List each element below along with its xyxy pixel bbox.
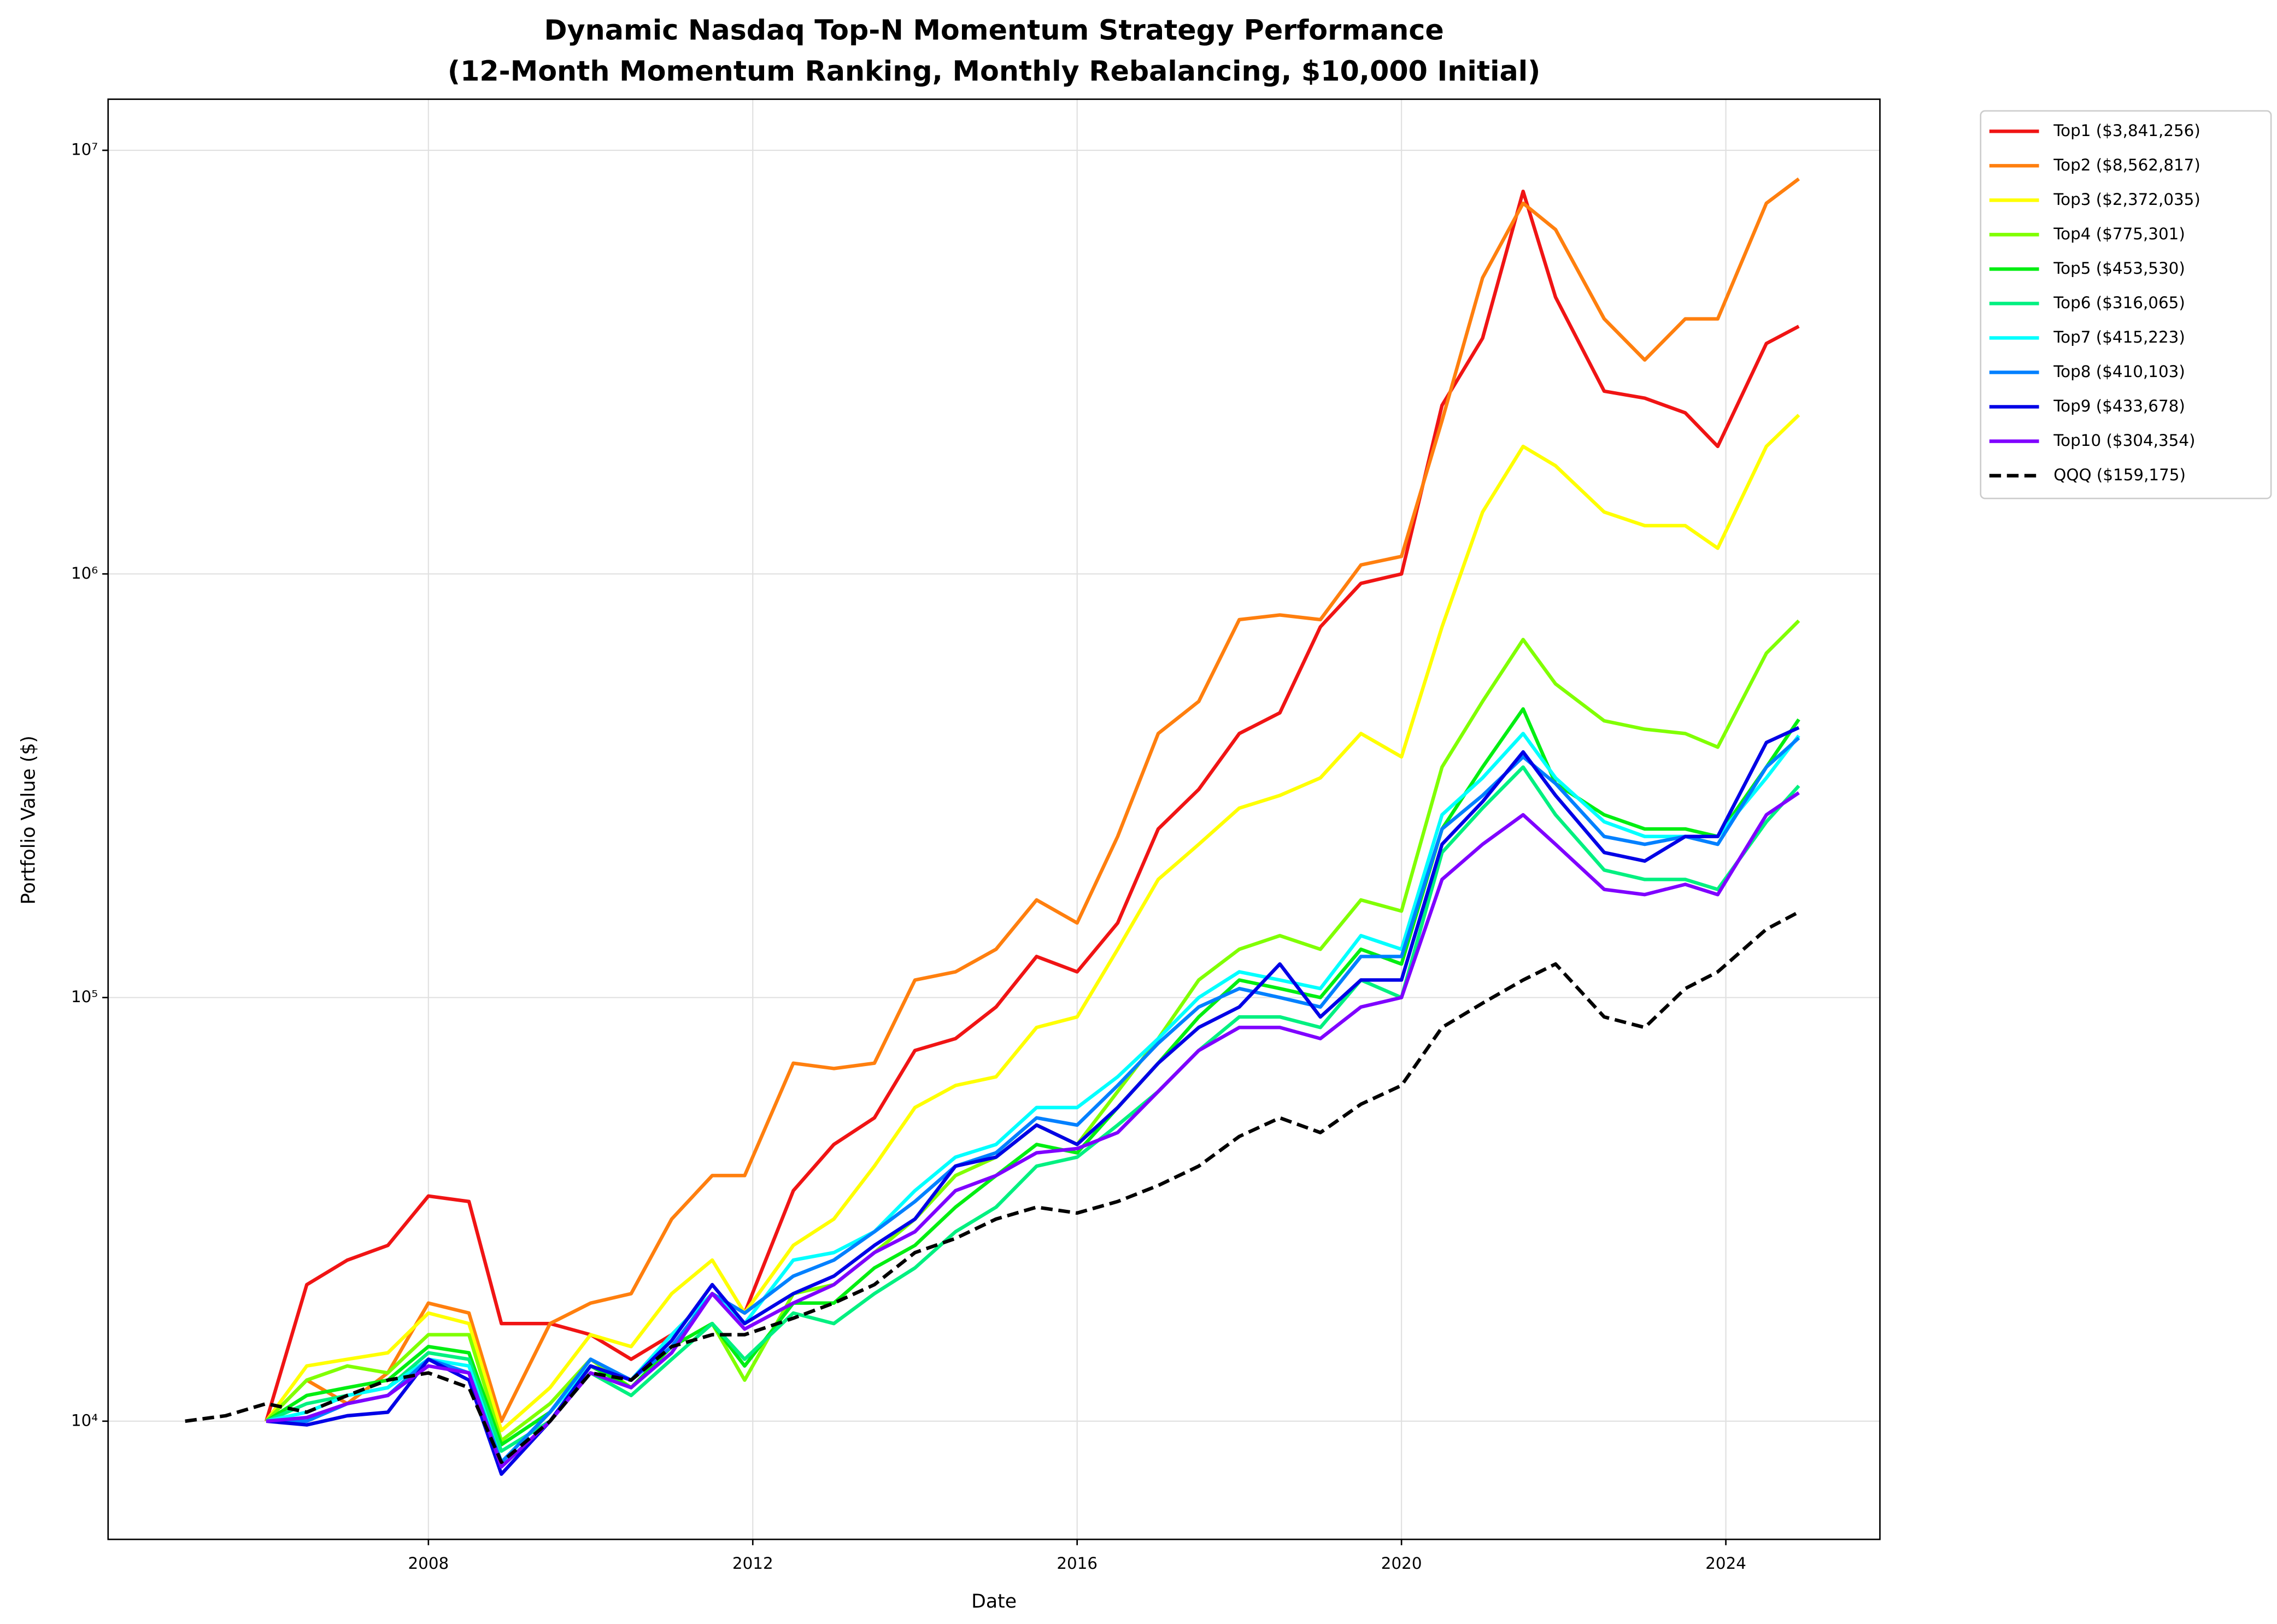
legend-label: Top10 ($304,354) [2053,431,2195,450]
legend-label: Top2 ($8,562,817) [2053,156,2200,174]
x-tick-label: 2020 [1381,1554,1422,1573]
series-line [265,414,1800,1433]
plot-frame [107,98,1881,1540]
x-tick-label: 2016 [1057,1554,1098,1573]
legend-label: Top8 ($410,103) [2053,362,2185,381]
x-tick-label: 2024 [1705,1554,1746,1573]
legend-label: QQQ ($159,175) [2053,466,2186,484]
legend-label: Top7 ($415,223) [2053,328,2185,346]
y-tick-label: 10⁷ [71,140,98,159]
x-tick-label: 2012 [732,1554,773,1573]
axes: 2008 2012 2016 2020 2024 10⁴ 10⁵ 10⁶ 10⁷ [71,140,1746,1573]
series-line [265,177,1800,1423]
series-line [265,707,1800,1447]
series-line [266,791,1800,1469]
legend-box [1980,110,2272,499]
plot-area [185,177,1800,1476]
chart-title: Dynamic Nasdaq Top-N Momentum Strategy P… [544,14,1443,46]
legend-label: Top3 ($2,372,035) [2053,190,2200,209]
y-tick-label: 10⁵ [71,987,98,1006]
legend: Top1 ($3,841,256) Top2 ($8,562,817) Top3 (… [1980,110,2272,499]
legend-label: Top6 ($316,065) [2053,293,2185,312]
legend-label: Top4 ($775,301) [2053,225,2185,243]
series-line [185,910,1800,1464]
legend-label: Top5 ($453,530) [2053,259,2185,278]
y-tick-label: 10⁶ [71,564,98,582]
legend-label: Top9 ($433,678) [2053,397,2185,415]
series-line [265,189,1800,1422]
y-tick-label: 10⁴ [71,1411,98,1429]
series-line [266,737,1800,1464]
y-axis-label: Portfolio Value ($) [18,735,40,904]
legend-label: Top1 ($3,841,256) [2053,121,2200,140]
series-line [265,765,1800,1453]
x-tick-label: 2008 [408,1554,449,1573]
series-line [266,726,1800,1476]
chart-subtitle: (12-Month Momentum Ranking, Monthly Reba… [448,55,1540,87]
x-axis-label: Date [971,1591,1017,1613]
